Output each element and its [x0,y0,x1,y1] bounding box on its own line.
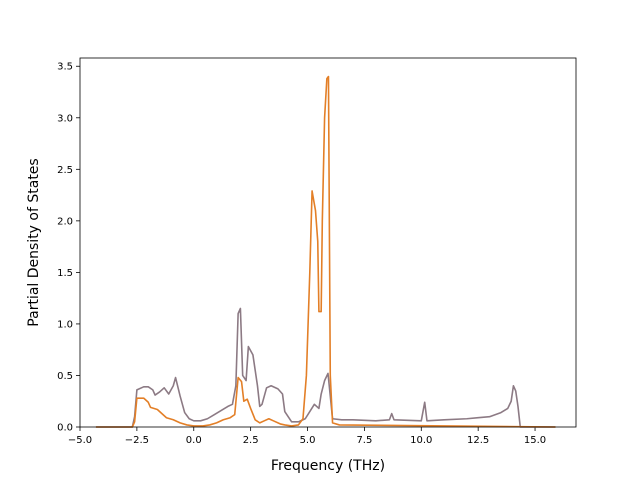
plot-frame [79,57,577,428]
y-tick-label: 0.0 [57,423,73,434]
y-tick-label: 2.5 [57,165,73,176]
x-tick-label: 2.5 [243,435,259,446]
x-tick-label: 15.0 [524,435,546,446]
series-line-1 [95,307,556,428]
y-tick-label: 3.5 [57,62,73,73]
y-tick-label: 2.0 [57,216,73,227]
ticks-layer: −5.0 −2.5 0.0 2.5 5.0 7.5 10.0 12.5 15.0 0.0 0.5 1.… [57,62,546,446]
x-tick-label: 7.5 [356,435,372,446]
x-tick-label: 10.0 [410,435,432,446]
y-tick-label: 0.5 [57,371,73,382]
y-tick-label: 3.0 [57,113,73,124]
y-tick-label: 1.5 [57,268,73,279]
x-tick-label: −2.5 [125,435,149,446]
x-tick-label: 5.0 [300,435,316,446]
series-line-2 [95,75,556,428]
series-layer [95,75,556,428]
y-axis-label: Partial Density of States [26,158,42,326]
y-tick-label: 1.0 [57,319,73,330]
x-tick-label: 0.0 [186,435,202,446]
x-tick-label: 12.5 [467,435,489,446]
x-tick-label: −5.0 [68,435,92,446]
x-axis-label: Frequency (THz) [271,458,385,474]
